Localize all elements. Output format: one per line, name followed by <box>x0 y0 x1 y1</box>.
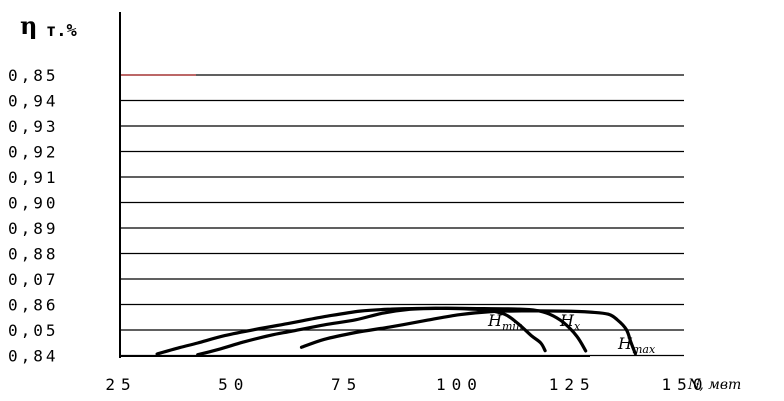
x-tick-label: 100 <box>436 375 483 394</box>
x-tick-labels: 25 50 75 100 125 150 <box>105 375 709 394</box>
y-axis-title-symbol: η <box>20 11 37 40</box>
series-line-hx <box>196 306 588 357</box>
curve-label-hmin: Hmin <box>487 311 523 333</box>
y-tick-label: 0,84 <box>8 347 59 366</box>
y-tick-label: 0,94 <box>8 92 59 111</box>
y-tick-label: 0,92 <box>8 143 59 162</box>
y-axis-title-unit: т.% <box>46 21 77 41</box>
y-tick-labels: 0,85 0,94 0,93 0,92 0,91 0,90 0,89 0,88 0,07 0,86… <box>8 66 59 366</box>
y-tick-label: 0,91 <box>8 168 59 187</box>
series-line-hmax <box>299 309 637 356</box>
y-tick-label: 0,89 <box>8 219 59 238</box>
y-tick-label: 0,93 <box>8 117 59 136</box>
y-tick-label: 0,90 <box>8 194 59 213</box>
y-tick-label: 0,88 <box>8 245 59 264</box>
y-tick-label: 0,85 <box>8 66 59 85</box>
curve-label-hmax: Hmax <box>617 334 656 356</box>
x-tick-label: 150 <box>662 375 709 394</box>
x-axis-title: N, мвт <box>687 377 741 393</box>
y-tick-label: 0,05 <box>8 321 59 340</box>
curve-label-hx: Hx <box>559 311 581 333</box>
y-tick-label: 0,07 <box>8 270 59 289</box>
x-tick-label: 25 <box>105 375 136 394</box>
y-tick-label: 0,86 <box>8 296 59 315</box>
x-tick-label: 50 <box>218 375 249 394</box>
series-lines <box>155 306 637 357</box>
x-tick-label: 75 <box>331 375 362 394</box>
series-line-hmin <box>155 306 547 356</box>
x-tick-label: 125 <box>549 375 596 394</box>
